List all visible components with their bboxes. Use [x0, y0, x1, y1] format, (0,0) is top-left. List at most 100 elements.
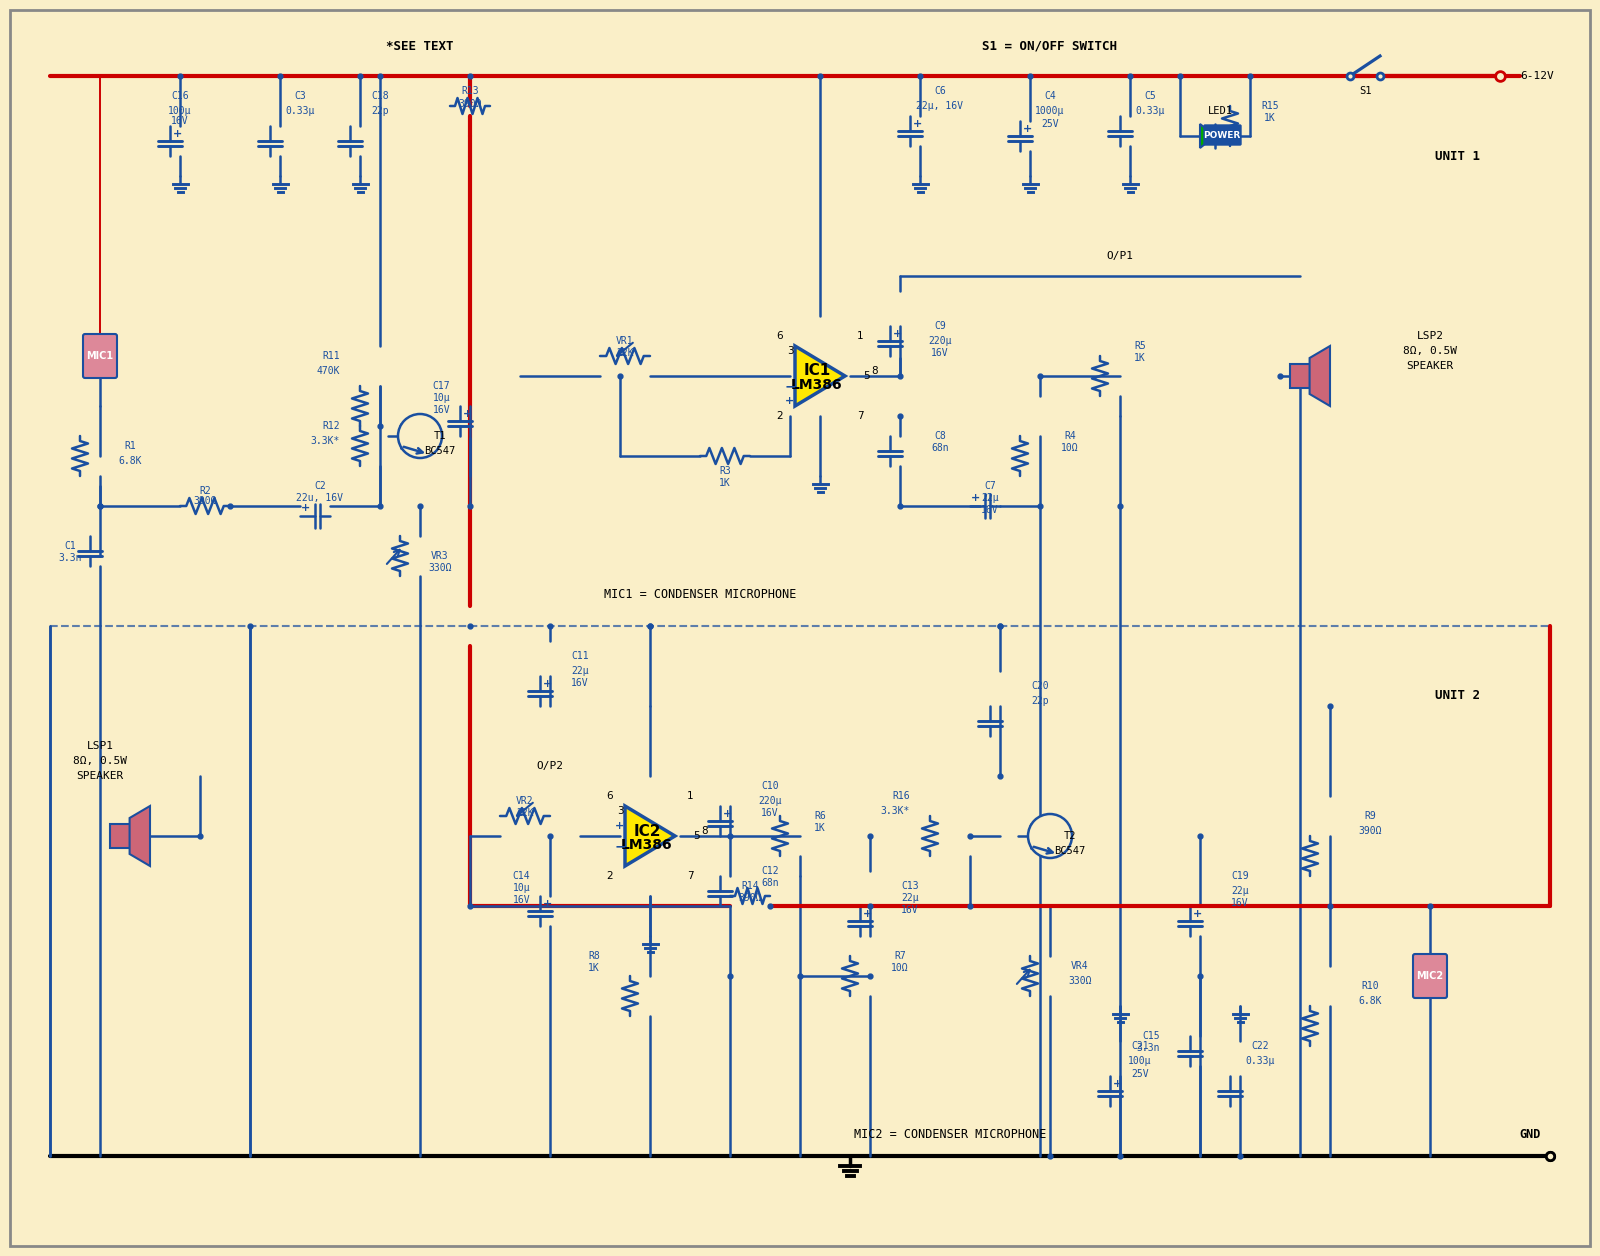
Text: 1K: 1K	[589, 963, 600, 973]
Polygon shape	[795, 345, 845, 406]
Text: R13: R13	[461, 85, 478, 95]
Text: LSP1: LSP1	[86, 741, 114, 751]
Text: MIC1: MIC1	[86, 350, 114, 360]
Text: +: +	[173, 129, 182, 139]
Text: C6: C6	[934, 85, 946, 95]
Text: 390Ω: 390Ω	[738, 893, 762, 903]
Text: T2: T2	[1064, 831, 1077, 842]
Text: 16V: 16V	[981, 505, 998, 515]
Text: C11: C11	[571, 651, 589, 661]
Text: LED1: LED1	[1208, 106, 1232, 116]
Text: C16: C16	[171, 90, 189, 100]
Text: 68n: 68n	[931, 443, 949, 453]
Text: 1K: 1K	[814, 823, 826, 833]
Text: 1K: 1K	[1264, 113, 1275, 123]
Text: R9: R9	[1365, 811, 1376, 821]
Text: C19: C19	[1230, 870, 1250, 880]
Text: R10: R10	[1362, 981, 1379, 991]
Text: T1: T1	[434, 431, 446, 441]
Text: O/P1: O/P1	[1107, 251, 1133, 261]
Text: R8: R8	[589, 951, 600, 961]
Text: 25V: 25V	[1131, 1069, 1149, 1079]
Text: 6-12V: 6-12V	[1520, 72, 1554, 80]
Text: 5: 5	[693, 831, 701, 842]
Text: +: +	[301, 502, 310, 512]
Text: 1K: 1K	[718, 479, 731, 489]
Text: 16V: 16V	[1230, 898, 1250, 908]
Text: 100μ: 100μ	[168, 106, 192, 116]
Text: 8Ω, 0.5W: 8Ω, 0.5W	[1403, 345, 1458, 355]
Text: 3.3n: 3.3n	[58, 553, 82, 563]
Text: 2: 2	[776, 411, 784, 421]
Text: +: +	[893, 329, 902, 339]
Text: 3: 3	[616, 806, 624, 816]
Polygon shape	[1200, 124, 1214, 148]
Text: 100μ: 100μ	[1128, 1056, 1152, 1066]
FancyBboxPatch shape	[83, 334, 117, 378]
Text: 10μ: 10μ	[512, 883, 530, 893]
Text: C14: C14	[512, 870, 530, 880]
Text: R14: R14	[741, 880, 758, 891]
Text: R16: R16	[893, 791, 910, 801]
Text: 0.33μ: 0.33μ	[1136, 106, 1165, 116]
Text: 470K: 470K	[317, 365, 339, 376]
Text: 22K: 22K	[517, 808, 534, 818]
Text: +: +	[864, 909, 872, 919]
Text: S1: S1	[1358, 85, 1371, 95]
Text: C13: C13	[901, 880, 918, 891]
Text: 7: 7	[686, 870, 693, 880]
Text: C20: C20	[1030, 681, 1050, 691]
Text: 390Ω: 390Ω	[1358, 826, 1382, 836]
Text: 1: 1	[686, 791, 693, 801]
Polygon shape	[626, 806, 675, 865]
Text: IC1: IC1	[803, 363, 830, 378]
Text: C5: C5	[1144, 90, 1155, 100]
Text: C4: C4	[1045, 90, 1056, 100]
Text: VR3: VR3	[430, 551, 450, 561]
Text: R4: R4	[1064, 431, 1075, 441]
Text: R12: R12	[322, 421, 339, 431]
Text: C3: C3	[294, 90, 306, 100]
Text: 8: 8	[872, 365, 878, 376]
Text: +: +	[616, 821, 624, 831]
Text: LM386: LM386	[621, 838, 674, 852]
Text: 3.3K*: 3.3K*	[310, 436, 339, 446]
Text: R2: R2	[198, 486, 211, 496]
Text: 22p: 22p	[371, 106, 389, 116]
Text: 390Ω: 390Ω	[458, 99, 482, 109]
Text: 1: 1	[856, 332, 864, 340]
Text: R3: R3	[718, 466, 731, 476]
Text: 16V: 16V	[512, 896, 530, 906]
Text: R6: R6	[814, 811, 826, 821]
Text: C1: C1	[64, 541, 75, 551]
Circle shape	[1027, 814, 1072, 858]
Bar	[110, 824, 130, 848]
Text: 8Ω, 0.5W: 8Ω, 0.5W	[74, 756, 126, 766]
Text: +: +	[786, 396, 795, 406]
Polygon shape	[130, 806, 150, 865]
Text: VR2: VR2	[517, 796, 534, 806]
Text: +: +	[1024, 124, 1032, 134]
Text: C22: C22	[1251, 1041, 1269, 1051]
Text: C8: C8	[934, 431, 946, 441]
Text: 7: 7	[856, 411, 864, 421]
Text: 22p: 22p	[1030, 696, 1050, 706]
Text: +: +	[544, 679, 552, 690]
Text: 6: 6	[606, 791, 613, 801]
Text: 16V: 16V	[931, 348, 949, 358]
Text: IC2: IC2	[634, 824, 661, 839]
Text: 22μ, 16V: 22μ, 16V	[917, 100, 963, 111]
Text: +: +	[464, 409, 472, 420]
Text: *SEE TEXT: *SEE TEXT	[386, 39, 454, 53]
Text: 6.8K: 6.8K	[1358, 996, 1382, 1006]
Text: 3.3K*: 3.3K*	[880, 806, 910, 816]
Text: R1: R1	[125, 441, 136, 451]
Text: R11: R11	[322, 350, 339, 360]
Text: 6.8K: 6.8K	[118, 456, 142, 466]
Text: C9: C9	[934, 322, 946, 332]
Text: C12: C12	[762, 865, 779, 875]
Text: 5: 5	[864, 371, 870, 381]
Circle shape	[398, 414, 442, 458]
Text: VR4: VR4	[1070, 961, 1090, 971]
Text: 22μ: 22μ	[981, 494, 998, 502]
